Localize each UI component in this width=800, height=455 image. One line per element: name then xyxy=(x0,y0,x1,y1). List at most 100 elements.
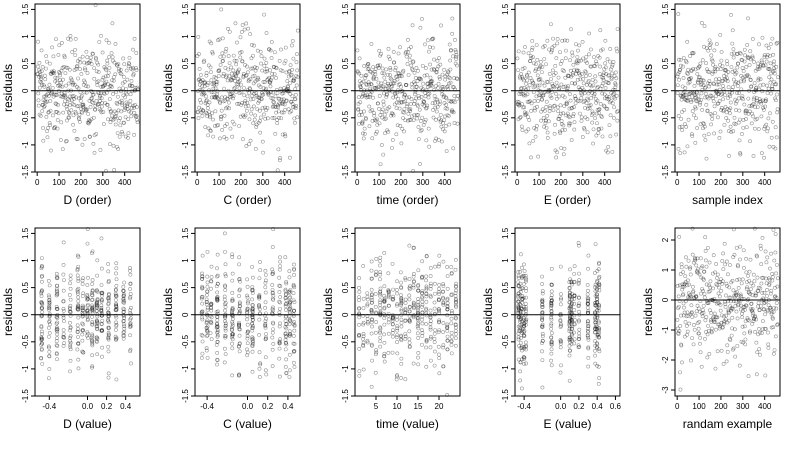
data-point xyxy=(90,341,95,346)
data-point xyxy=(521,91,526,96)
data-point xyxy=(586,266,590,271)
data-point xyxy=(540,274,544,279)
data-point xyxy=(95,301,99,305)
data-point xyxy=(294,60,299,65)
data-point xyxy=(117,100,122,105)
data-point xyxy=(224,136,229,141)
data-point xyxy=(759,101,764,106)
data-point xyxy=(762,53,767,58)
data-point xyxy=(76,115,81,120)
y-tick-label: -1 xyxy=(21,141,30,149)
data-point xyxy=(249,107,254,112)
data-point xyxy=(106,70,111,75)
data-point xyxy=(99,321,104,326)
data-point xyxy=(764,97,768,102)
data-point xyxy=(91,100,96,105)
data-point xyxy=(608,113,613,118)
data-point xyxy=(598,28,603,33)
data-point xyxy=(562,104,567,108)
data-point xyxy=(760,235,765,240)
data-point xyxy=(271,321,276,326)
data-point xyxy=(110,21,115,26)
data-point xyxy=(62,341,67,346)
data-point xyxy=(684,264,689,269)
y-tick-label: -0.5 xyxy=(21,110,30,124)
data-point xyxy=(587,106,592,111)
data-point xyxy=(93,107,97,112)
data-point xyxy=(519,252,523,257)
data-point xyxy=(407,117,412,122)
data-point xyxy=(448,80,453,85)
data-point xyxy=(280,69,285,74)
data-point xyxy=(565,111,570,116)
data-point xyxy=(561,93,565,98)
data-point xyxy=(698,122,703,127)
data-point xyxy=(213,86,218,91)
data-point xyxy=(128,317,133,322)
data-point xyxy=(675,83,680,88)
data-point xyxy=(520,75,525,80)
data-point xyxy=(75,85,79,89)
data-point xyxy=(385,72,390,77)
data-point xyxy=(739,96,744,101)
data-point xyxy=(97,107,102,112)
data-point xyxy=(553,64,558,68)
data-point xyxy=(554,96,559,101)
data-point xyxy=(110,78,115,83)
data-point xyxy=(369,89,374,94)
data-point xyxy=(237,91,242,95)
data-point xyxy=(45,99,50,104)
data-point xyxy=(739,73,743,78)
data-point xyxy=(95,320,100,325)
data-point xyxy=(90,249,95,254)
data-point xyxy=(712,82,716,86)
data-point xyxy=(547,47,552,52)
data-point xyxy=(90,100,94,105)
data-point xyxy=(756,301,761,305)
data-point xyxy=(605,150,610,155)
data-point xyxy=(677,57,681,62)
data-point xyxy=(747,55,751,60)
data-point xyxy=(678,151,683,155)
data-point xyxy=(765,255,770,260)
data-point xyxy=(100,328,105,332)
data-point xyxy=(69,78,74,82)
data-point xyxy=(92,150,97,155)
data-point xyxy=(85,308,89,313)
data-point xyxy=(711,62,715,67)
data-point xyxy=(253,68,258,73)
data-point xyxy=(516,117,521,122)
data-point xyxy=(699,78,703,82)
data-point xyxy=(59,91,64,96)
data-point xyxy=(592,92,597,97)
data-point xyxy=(35,72,40,77)
data-point xyxy=(134,68,139,72)
data-point xyxy=(712,104,717,109)
data-point xyxy=(573,101,578,106)
data-point xyxy=(119,72,124,77)
data-point xyxy=(284,98,289,103)
data-point xyxy=(47,306,52,311)
data-point xyxy=(260,93,265,97)
data-point xyxy=(578,73,583,78)
data-point xyxy=(706,96,711,101)
data-point xyxy=(114,283,119,288)
data-point xyxy=(38,73,43,78)
data-point xyxy=(198,98,202,102)
data-points xyxy=(516,241,602,391)
data-point xyxy=(94,324,99,329)
data-point xyxy=(95,303,99,308)
data-point xyxy=(586,91,591,96)
data-point xyxy=(73,36,78,41)
data-point xyxy=(589,47,593,52)
data-point xyxy=(135,118,140,122)
data-point xyxy=(586,98,590,103)
data-point xyxy=(764,294,769,298)
data-point xyxy=(292,104,297,109)
data-point xyxy=(578,77,583,82)
data-point xyxy=(440,92,445,97)
data-point xyxy=(717,76,722,81)
data-point xyxy=(118,123,123,128)
data-point xyxy=(389,113,393,118)
data-point xyxy=(399,356,404,361)
